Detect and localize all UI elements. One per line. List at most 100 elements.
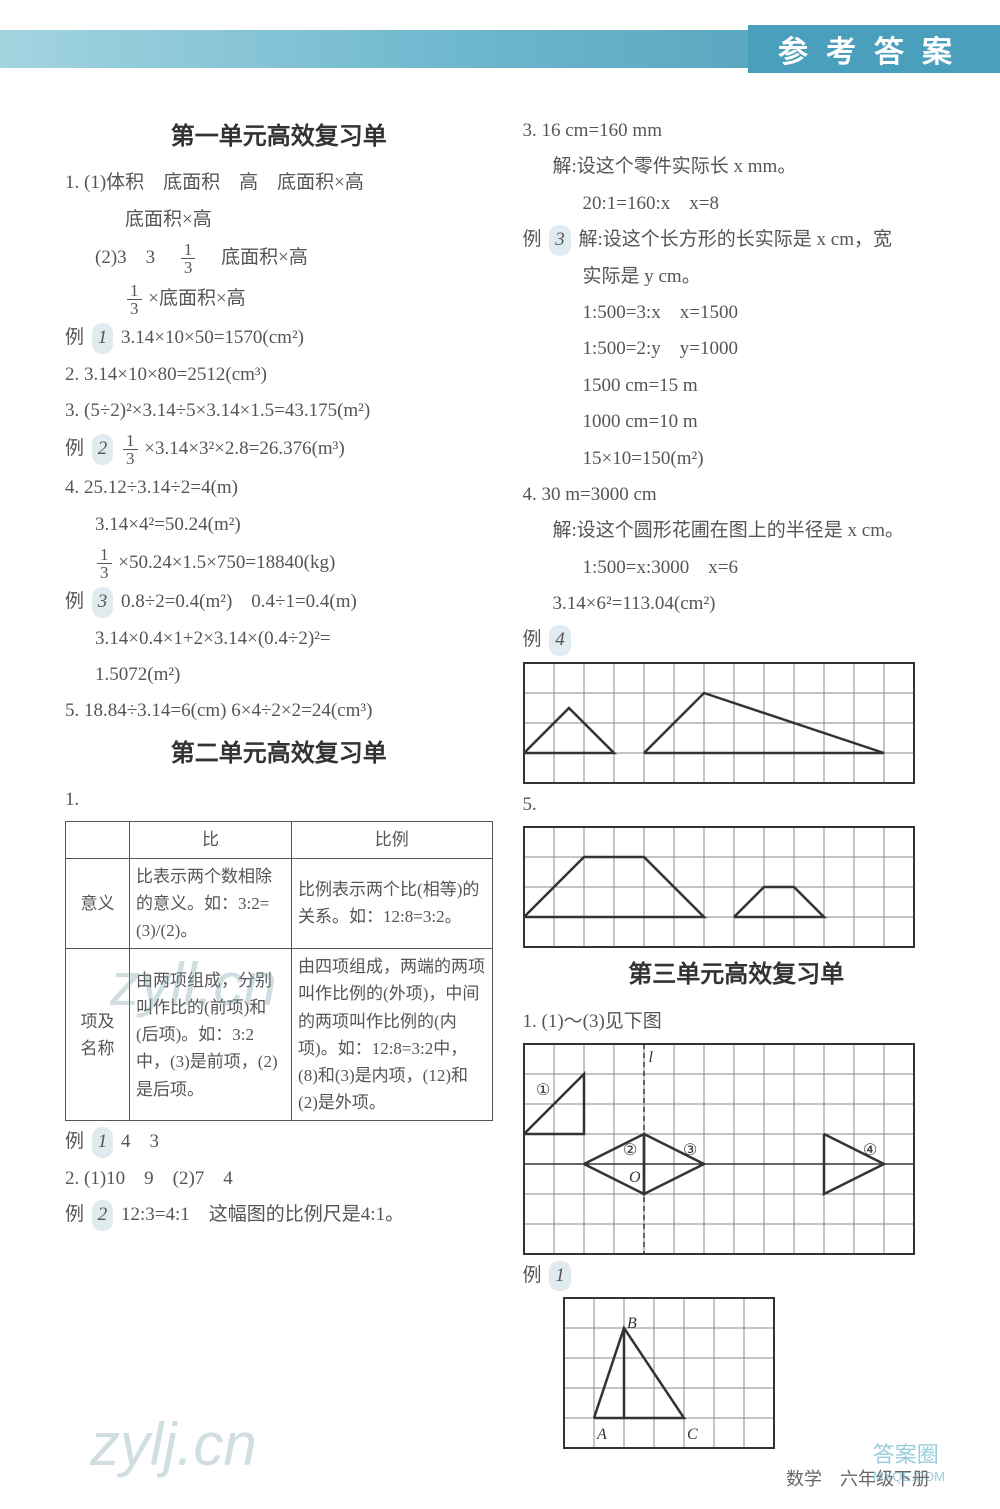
q1-2b-post: ×底面积×高 (148, 288, 245, 309)
ex2-text: ×3.14×3²×2.8=26.376(m³) (144, 438, 344, 459)
table-q1: 1. 比 比例 意义 比表示两个数相除的意义。如：3:2=(3)/(2)。 比例… (65, 785, 493, 1121)
r-ex3-a: 解:设这个长方形的长实际是 x cm，宽 (579, 229, 893, 250)
q4b: 3.14×4²=50.24(m²) (95, 510, 493, 540)
q5: 5. 18.84÷3.14=6(cm) 6×4÷2×2=24(cm³) (65, 696, 493, 726)
ex-label: 例 (65, 1131, 84, 1152)
q1-1a: 1. (1)体积 底面积 高 底面积×高 (65, 168, 493, 198)
header-bar: 参考答案 (0, 25, 1000, 73)
row-terms-c1: 由两项组成，分别叫作比的(前项)和(后项)。如：3:2中，(3)是前项，(2)是… (129, 949, 291, 1121)
svg-text:②: ② (623, 1142, 637, 1159)
grid-q5 (523, 826, 915, 948)
fraction-1-3: 13 (123, 432, 138, 467)
ex-num-2: 2 (92, 434, 114, 464)
ex-label: 例 (65, 1204, 84, 1225)
svg-text:③: ③ (683, 1142, 697, 1159)
th-blank (66, 822, 130, 858)
r-q3a: 3. 16 cm=160 mm (523, 116, 951, 146)
ex-label: 例 (523, 629, 542, 650)
ex3-b: 3.14×0.4×1+2×3.14×(0.4÷2)²= (95, 624, 493, 654)
ex-num: 4 (549, 625, 571, 655)
sec2-ex1: 例 1 4 3 (65, 1127, 493, 1157)
ex-label: 例 (65, 438, 84, 459)
sec3-ex1: 例 1 (523, 1261, 951, 1291)
r-q5: 5. (523, 790, 951, 820)
ex-label: 例 (523, 229, 542, 250)
q4a: 4. 25.12÷3.14÷2=4(m) (65, 473, 493, 503)
section-1-title: 第一单元高效复习单 (65, 118, 493, 156)
ex-label: 例 (65, 591, 84, 612)
q1-2a-post: 底面积×高 (202, 247, 308, 268)
footer-logo: 答案圈 MXQE.COM (873, 1437, 945, 1484)
svg-text:C: C (687, 1426, 698, 1443)
row-meaning-label: 意义 (66, 858, 130, 949)
svg-text:④: ④ (863, 1142, 877, 1159)
grid-sec3: ① ② ③ ④ l O (523, 1043, 915, 1255)
grid-ex4 (523, 662, 915, 784)
sec2-ex2: 例 2 12:3=4:1 这幅图的比例尺是4:1。 (65, 1200, 493, 1230)
section-3-title: 第三单元高效复习单 (523, 956, 951, 994)
svg-text:①: ① (536, 1082, 550, 1099)
r-ex4: 例 4 (523, 625, 951, 655)
ex-label: 例 (523, 1265, 542, 1286)
row-meaning-c2: 比例表示两个比(相等)的关系。如：12:8=3:2。 (292, 858, 492, 949)
sec2-ex2-text: 12:3=4:1 这幅图的比例尺是4:1。 (121, 1204, 404, 1225)
th-bili: 比例 (292, 822, 492, 858)
r-q3c: 20:1=160:x x=8 (583, 189, 951, 219)
svg-text:A: A (596, 1426, 607, 1443)
r-ex3-e: 1500 cm=15 m (583, 371, 951, 401)
ex1-text: 3.14×10×50=1570(cm²) (121, 327, 304, 348)
left-column: 第一单元高效复习单 1. (1)体积 底面积 高 底面积×高 底面积×高 (2)… (65, 110, 493, 1469)
footer-logo-2: MXQE.COM (873, 1469, 945, 1484)
r-q4a: 4. 30 m=3000 cm (523, 480, 951, 510)
page-content: 第一单元高效复习单 1. (1)体积 底面积 高 底面积×高 底面积×高 (2)… (65, 110, 950, 1469)
row-terms-c2: 由四项组成，两端的两项叫作比例的(外项)，中间的两项叫作比例的(内项)。如：12… (292, 949, 492, 1121)
r-q3b: 解:设这个零件实际长 x mm。 (553, 152, 951, 182)
r-ex3-b: 实际是 y cm。 (583, 262, 951, 292)
ex-num: 1 (92, 1127, 114, 1157)
q1-2a: (2)3 3 13 底面积×高 (95, 241, 493, 276)
fraction-1-3: 13 (97, 546, 112, 581)
ex-num: 3 (549, 225, 571, 255)
ex-num: 1 (549, 1261, 571, 1291)
ex-label: 例 (65, 327, 84, 348)
svg-text:B: B (627, 1315, 637, 1332)
comparison-table: 比 比例 意义 比表示两个数相除的意义。如：3:2=(3)/(2)。 比例表示两… (65, 821, 493, 1121)
sec2-q2: 2. (1)10 9 (2)7 4 (65, 1164, 493, 1194)
section-2-title: 第二单元高效复习单 (65, 735, 493, 773)
header-title: 参考答案 (748, 25, 1000, 73)
sec3-q1: 1. (1)～(3)见下图 (523, 1007, 951, 1037)
q1-1b: 底面积×高 (125, 205, 493, 235)
q3: 3. (5÷2)²×3.14÷5×3.14×1.5=43.175(m²) (65, 396, 493, 426)
r-ex3-c: 1:500=3:x x=1500 (583, 298, 951, 328)
r-ex3-g: 15×10=150(m²) (583, 444, 951, 474)
r-ex3-f: 1000 cm=10 m (583, 407, 951, 437)
footer-logo-1: 答案圈 (873, 1437, 945, 1469)
example-3: 例 3 0.8÷2=0.4(m²) 0.4÷1=0.4(m) (65, 587, 493, 617)
row-terms-label: 项及名称 (66, 949, 130, 1121)
ex3-c: 1.5072(m²) (95, 660, 493, 690)
ex-num-3: 3 (92, 587, 114, 617)
q4c: 13 ×50.24×1.5×750=18840(kg) (95, 546, 493, 581)
th-bi: 比 (129, 822, 291, 858)
q4c-text: ×50.24×1.5×750=18840(kg) (118, 552, 335, 573)
fraction-1-3: 13 (181, 241, 196, 276)
svg-text:O: O (629, 1169, 641, 1186)
ex-num-1: 1 (92, 323, 114, 353)
r-q4d: 3.14×6²=113.04(cm²) (553, 589, 951, 619)
example-2: 例 2 13 ×3.14×3²×2.8=26.376(m³) (65, 432, 493, 467)
svg-text:l: l (648, 1049, 653, 1066)
fraction-1-3: 13 (127, 282, 142, 317)
q1-2a-pre: (2)3 3 (95, 247, 174, 268)
q2: 2. 3.14×10×80=2512(cm³) (65, 360, 493, 390)
sec2-ex1-text: 4 3 (121, 1131, 159, 1152)
q1-2b: 13 ×底面积×高 (125, 282, 493, 317)
example-1: 例 1 3.14×10×50=1570(cm²) (65, 323, 493, 353)
header-gradient (0, 30, 748, 68)
r-q4b: 解:设这个圆形花圃在图上的半径是 x cm。 (553, 516, 951, 546)
r-q4c: 1:500=x:3000 x=6 (583, 553, 951, 583)
grid-sec3-ex1: B A C (563, 1297, 775, 1449)
ex3-a: 0.8÷2=0.4(m²) 0.4÷1=0.4(m) (121, 591, 357, 612)
ex-num: 2 (92, 1200, 114, 1230)
row-meaning-c1: 比表示两个数相除的意义。如：3:2=(3)/(2)。 (129, 858, 291, 949)
right-column: 3. 16 cm=160 mm 解:设这个零件实际长 x mm。 20:1=16… (523, 110, 951, 1469)
